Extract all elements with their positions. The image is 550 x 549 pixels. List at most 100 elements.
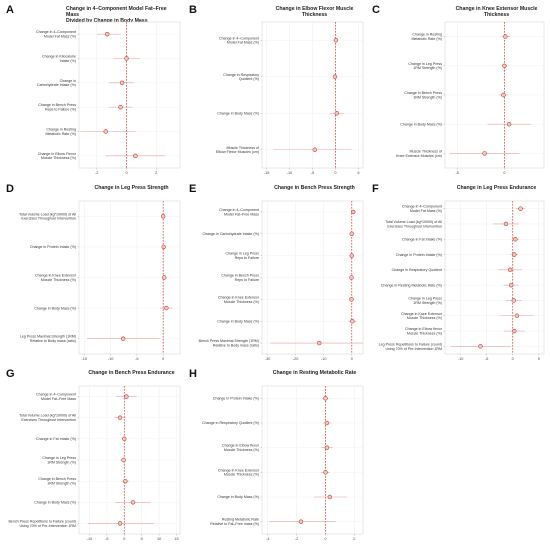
estimate-point (518, 206, 523, 211)
row-label: Change in 4–Component Model Fat Mass (%) (219, 36, 259, 44)
estimate-point (122, 436, 127, 442)
estimate-point (512, 328, 517, 334)
x-tick-label: -2 (95, 171, 98, 175)
chart-title: Change in 4–Component Model Fat–Free Mas… (66, 6, 167, 24)
estimate-point (512, 252, 517, 257)
row-label: Change in Body Mass (%) (34, 306, 76, 310)
row-label: Bench Press Repetitions to Failure (coun… (8, 519, 76, 527)
x-tick-label: -15 (82, 357, 88, 361)
estimate-point (105, 31, 110, 37)
forest-plot-svg: -10 -5 0 5 10 15 Change in 4–Component Model Fa… (8, 385, 181, 541)
row-label: Change in Body Mass (%) (217, 319, 259, 323)
row-label: Change in Bench Press 1RM Strength (%) (38, 477, 76, 485)
chart-panel-e: E Change in Bench Press Strength -30 -20 -10… (187, 183, 367, 366)
row-label: Change in Bench Press Reps to Failure (%) (38, 103, 76, 111)
plot-area (78, 21, 181, 169)
x-tick-label: -4 (266, 537, 269, 541)
x-tick-label: -20 (293, 357, 299, 361)
estimate-point (350, 319, 355, 324)
chart-panel-c: C Change in Knee Extensor Muscle Thicknes… (370, 4, 548, 180)
row-label: Change in Body Mass (%) (34, 500, 76, 504)
row-label: Change in Protein Intake (%) (213, 397, 259, 401)
row-label: Change in Respiratory Quotient (%) (223, 73, 259, 81)
x-tick-label: 0 (162, 357, 164, 361)
chart-panel-f: F Change in Leg Press Endurance -10 -5 0 5 Cha… (370, 183, 548, 366)
x-tick-label: -15 (264, 171, 270, 175)
estimate-point (133, 153, 138, 159)
x-tick-label: 0 (123, 537, 125, 541)
row-label: Change in Protein Intake (%) (30, 245, 76, 249)
row-label: Change in Body Mass (%) (400, 122, 442, 126)
estimate-point (119, 80, 125, 86)
estimate-point (161, 244, 166, 250)
estimate-point (482, 151, 487, 156)
row-label: Change in Resting Metabolic Rate (%) (411, 33, 442, 41)
estimate-point (511, 298, 516, 303)
x-tick-label: 15 (174, 537, 178, 541)
row-label: Resting Metabolic Rate Relative to Fat–Fr… (210, 518, 259, 526)
x-tick-label: 2 (353, 537, 355, 541)
row-label: Leg Press Maximal Strength (1RM) Relative… (20, 335, 76, 343)
plot-area (444, 200, 545, 355)
x-tick-label: 2 (155, 171, 157, 175)
row-label: Change in Elbow Flexor Muscle Thickness (… (38, 152, 77, 160)
x-tick-label: 0 (125, 171, 127, 175)
estimate-point (118, 104, 123, 110)
x-tick-label: -5 (105, 537, 108, 541)
row-label: Change in Respiratory Quotient (392, 268, 442, 272)
row-label: Change in Knee Extensor Muscle Thickness … (218, 295, 260, 303)
x-tick-label: -5 (485, 357, 488, 361)
x-tick-label: 5 (357, 171, 359, 175)
estimate-point (478, 344, 483, 349)
estimate-point (124, 394, 129, 399)
estimate-point (513, 237, 518, 242)
estimate-point (332, 74, 338, 79)
row-label: Leg Press Repetitions to Failure (count)… (379, 342, 442, 350)
row-label: Change in Leg Press Reps to Failure (225, 252, 259, 260)
row-label: Change in Leg Press 1RM Strength (%) (42, 456, 76, 464)
row-label: Change in Elbow flexor Muscle Thickness (… (405, 327, 443, 335)
row-label: Change in Knee Extensor Muscle Thickness … (401, 312, 443, 320)
estimate-point (124, 56, 129, 61)
panel-letter: B (189, 4, 197, 16)
x-tick-label: -10 (108, 357, 114, 361)
row-label: Change in Body Mass (%) (217, 495, 259, 499)
estimate-point (333, 38, 339, 43)
row-label: Change in Protein Intake (%) (396, 253, 442, 257)
estimate-point (117, 521, 123, 526)
estimate-point (162, 275, 167, 280)
x-tick-label: -10 (287, 171, 293, 175)
panel-letter: F (372, 183, 379, 195)
row-label: Change in Carbohydrate Intake (%) (37, 79, 76, 87)
panel-letter: A (6, 4, 14, 16)
row-label: Change in Resting Metabolic Rate (%) (45, 128, 76, 136)
x-tick-label: 0 (351, 357, 353, 361)
estimate-point (349, 275, 354, 280)
panel-letter: E (189, 183, 197, 195)
chart-title: Change in Bench Press Strength (274, 185, 355, 191)
estimate-point (324, 420, 330, 426)
forest-plot-svg: -15 -10 -5 0 5 Change in 4–Component Model Fat… (216, 21, 364, 175)
panel-letter: G (6, 368, 15, 380)
row-label: Change in Fat Intake (%) (36, 437, 76, 441)
x-tick-label: -5 (311, 171, 314, 175)
x-tick-label: -5 (135, 357, 138, 361)
row-label: Change in Respiratory Quotient (%) (202, 421, 259, 425)
x-tick-label: 5 (538, 357, 540, 361)
x-tick-label: 0 (512, 357, 514, 361)
x-tick-label: -5 (456, 171, 459, 175)
estimate-point (324, 445, 330, 450)
estimate-point (317, 340, 322, 346)
estimate-point (117, 415, 123, 420)
estimate-point (312, 147, 317, 152)
x-tick-label: 0 (503, 171, 505, 175)
forest-plot-svg: -4 -2 0 2 Change in Protein Intake (%) Change… (202, 385, 364, 541)
estimate-point (121, 457, 126, 463)
panel-letter: D (6, 183, 14, 195)
estimate-point (120, 336, 126, 341)
estimate-point (508, 282, 514, 288)
x-tick-label: 5 (141, 537, 143, 541)
chart-panel-d: D Change in Leg Press Strength -15 -10 -5 0 To… (4, 183, 184, 366)
row-label: Change in Fat Intake (%) (402, 237, 442, 241)
x-tick-label: -10 (458, 357, 464, 361)
